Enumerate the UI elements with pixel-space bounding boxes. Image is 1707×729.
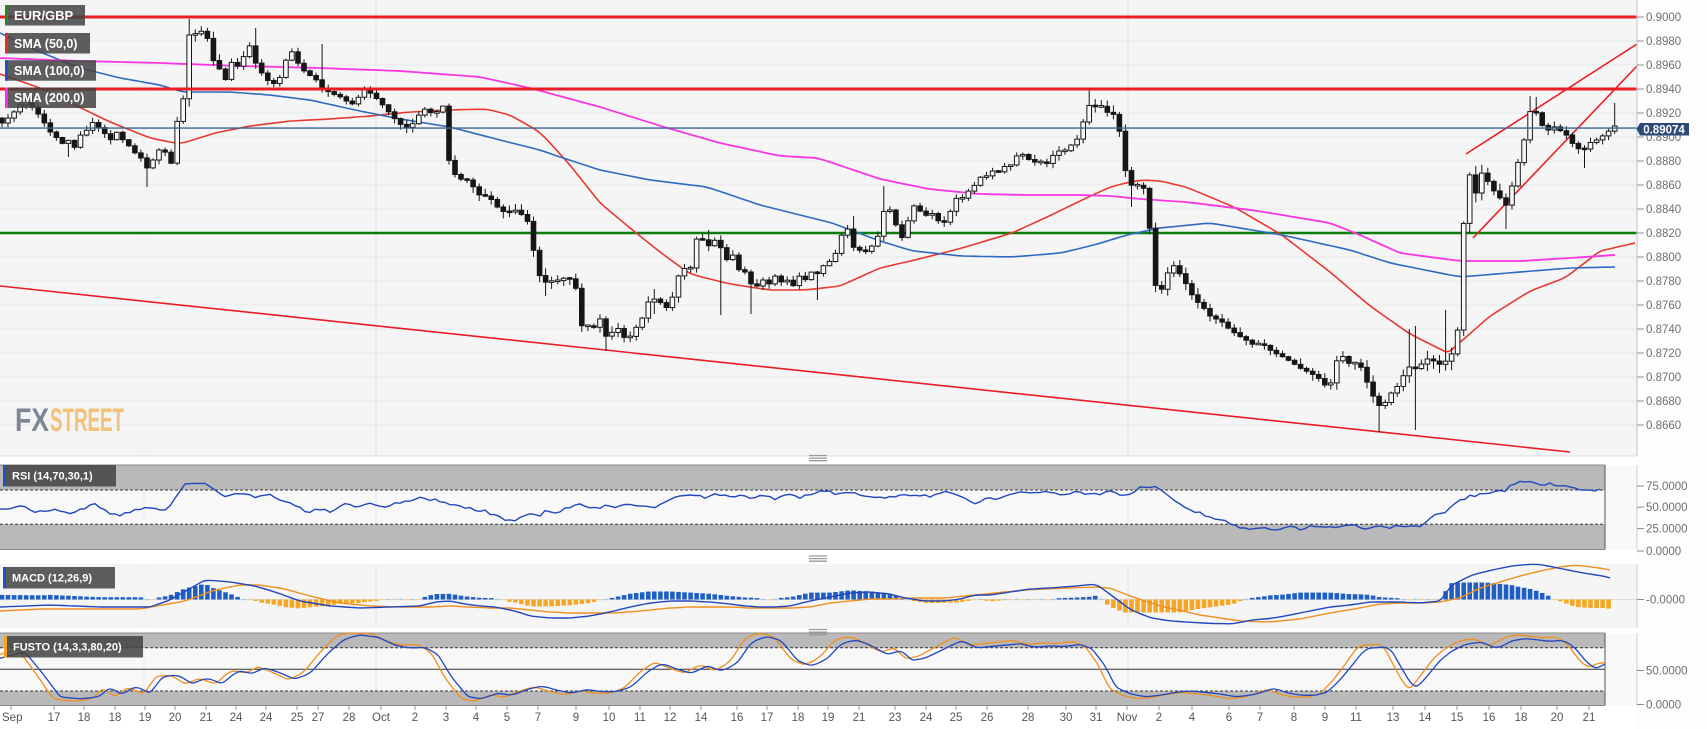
- svg-text:0.8680: 0.8680: [1646, 396, 1681, 408]
- svg-text:0.8780: 0.8780: [1646, 276, 1681, 288]
- svg-text:24: 24: [260, 712, 273, 724]
- svg-text:7: 7: [1257, 712, 1263, 724]
- svg-text:EUR/GBP: EUR/GBP: [14, 8, 74, 23]
- svg-text:0.8700: 0.8700: [1646, 372, 1681, 384]
- svg-text:Sep: Sep: [2, 712, 22, 724]
- svg-text:0.8980: 0.8980: [1646, 36, 1681, 48]
- svg-text:2: 2: [1156, 712, 1162, 724]
- svg-text:0.8740: 0.8740: [1646, 324, 1681, 336]
- svg-text:0.0000: 0.0000: [1646, 700, 1681, 712]
- svg-text:13: 13: [1387, 712, 1400, 724]
- svg-text:9: 9: [1322, 712, 1328, 724]
- svg-text:24: 24: [920, 712, 933, 724]
- svg-text:75.0000: 75.0000: [1646, 481, 1688, 493]
- svg-text:18: 18: [109, 712, 122, 724]
- svg-text:0.8920: 0.8920: [1646, 108, 1681, 120]
- svg-text:0.8720: 0.8720: [1646, 348, 1681, 360]
- svg-text:23: 23: [889, 712, 902, 724]
- svg-text:20: 20: [169, 712, 182, 724]
- svg-text:18: 18: [1515, 712, 1528, 724]
- svg-text:21: 21: [853, 712, 866, 724]
- svg-text:Nov: Nov: [1117, 712, 1138, 724]
- svg-text:14: 14: [695, 712, 708, 724]
- svg-text:30: 30: [1060, 712, 1073, 724]
- svg-text:21: 21: [1583, 712, 1596, 724]
- svg-text:0.8760: 0.8760: [1646, 300, 1681, 312]
- svg-text:8: 8: [1291, 712, 1297, 724]
- svg-text:0.8940: 0.8940: [1646, 84, 1681, 96]
- svg-text:21: 21: [200, 712, 213, 724]
- svg-text:FUSTO (14,3,3,80,20): FUSTO (14,3,3,80,20): [13, 642, 122, 654]
- svg-text:4: 4: [1189, 712, 1196, 724]
- svg-text:19: 19: [822, 712, 835, 724]
- svg-text:RSI (14,70,30,1): RSI (14,70,30,1): [12, 471, 93, 483]
- svg-text:27: 27: [312, 712, 325, 724]
- svg-text:10: 10: [603, 712, 616, 724]
- svg-text:SMA (50,0): SMA (50,0): [14, 37, 77, 51]
- svg-text:17: 17: [761, 712, 774, 724]
- svg-text:17: 17: [48, 712, 61, 724]
- svg-text:16: 16: [1483, 712, 1496, 724]
- svg-text:FX: FX: [15, 402, 50, 438]
- svg-text:7: 7: [535, 712, 541, 724]
- svg-text:19: 19: [139, 712, 152, 724]
- svg-text:0.8840: 0.8840: [1646, 204, 1681, 216]
- svg-text:-0.0000: -0.0000: [1646, 595, 1685, 607]
- svg-text:5: 5: [504, 712, 510, 724]
- svg-text:0.9000: 0.9000: [1646, 12, 1681, 24]
- svg-text:20: 20: [1551, 712, 1564, 724]
- svg-text:0.8660: 0.8660: [1646, 420, 1681, 432]
- svg-text:0.8820: 0.8820: [1646, 228, 1681, 240]
- svg-text:28: 28: [343, 712, 356, 724]
- svg-text:9: 9: [573, 712, 579, 724]
- svg-text:0.0000: 0.0000: [1646, 546, 1681, 558]
- svg-text:28: 28: [1022, 712, 1035, 724]
- svg-text:0.89074: 0.89074: [1643, 125, 1685, 137]
- svg-text:16: 16: [731, 712, 744, 724]
- svg-text:0.8960: 0.8960: [1646, 60, 1681, 72]
- svg-text:11: 11: [634, 712, 646, 724]
- svg-text:SMA (200,0): SMA (200,0): [14, 91, 84, 105]
- svg-text:14: 14: [1419, 712, 1432, 724]
- svg-text:0.8860: 0.8860: [1646, 180, 1681, 192]
- svg-text:SMA (100,0): SMA (100,0): [14, 64, 84, 78]
- svg-text:50.0000: 50.0000: [1646, 666, 1688, 678]
- svg-text:18: 18: [78, 712, 91, 724]
- svg-text:6: 6: [1226, 712, 1232, 724]
- svg-text:STREET: STREET: [50, 402, 124, 438]
- svg-text:0.8880: 0.8880: [1646, 156, 1681, 168]
- svg-text:MACD (12,26,9): MACD (12,26,9): [12, 573, 92, 585]
- svg-text:25: 25: [291, 712, 304, 724]
- svg-text:26: 26: [981, 712, 994, 724]
- svg-text:4: 4: [473, 712, 480, 724]
- svg-text:12: 12: [664, 712, 677, 724]
- svg-text:31: 31: [1090, 712, 1103, 724]
- svg-text:0.8800: 0.8800: [1646, 252, 1681, 264]
- svg-text:11: 11: [1350, 712, 1362, 724]
- svg-text:Oct: Oct: [372, 712, 391, 724]
- svg-text:2: 2: [412, 712, 418, 724]
- svg-text:25.0000: 25.0000: [1646, 524, 1688, 536]
- svg-text:18: 18: [792, 712, 805, 724]
- svg-text:50.0000: 50.0000: [1646, 502, 1688, 514]
- svg-text:15: 15: [1451, 712, 1464, 724]
- svg-text:24: 24: [230, 712, 243, 724]
- svg-text:25: 25: [950, 712, 963, 724]
- svg-text:3: 3: [443, 712, 449, 724]
